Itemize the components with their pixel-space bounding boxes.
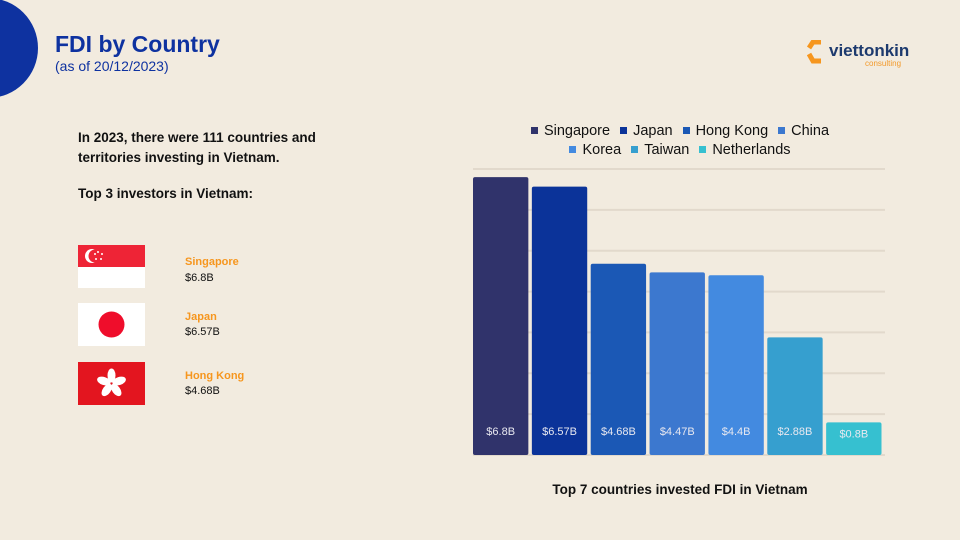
legend-label: Japan xyxy=(633,123,673,139)
legend-label: Singapore xyxy=(543,123,611,139)
top3-heading: Top 3 investors in Vietnam: xyxy=(78,186,254,201)
logo-hexagon-icon xyxy=(807,40,821,64)
data-label: $4.4B xyxy=(722,426,751,438)
legend-swatch xyxy=(682,127,690,134)
legend-label: Hong Kong xyxy=(695,123,769,139)
page-title: FDI by Country xyxy=(55,31,220,57)
data-label: $6.57B xyxy=(542,426,577,438)
logo-tagline: consulting xyxy=(865,59,902,68)
legend-item: Korea xyxy=(569,141,621,160)
legend-item: Netherlands xyxy=(699,141,791,160)
chart-legend: Singapore Japan Hong Kong China Korea Taiwan N… xyxy=(470,122,890,160)
bar-japan xyxy=(531,186,588,455)
singapore-flag xyxy=(78,245,145,288)
legend-label: China xyxy=(791,123,830,139)
legend-item: Singapore xyxy=(530,122,611,141)
data-label: $2.88B xyxy=(778,426,813,438)
top-investor-value: $4.68B xyxy=(185,385,220,397)
top-investor-value: $6.8B xyxy=(185,272,214,284)
legend-item: China xyxy=(778,122,829,141)
legend-swatch xyxy=(620,127,628,134)
legend-swatch xyxy=(530,127,538,134)
chart-title: Top 7 countries invested FDI in Vietnam xyxy=(552,482,808,497)
legend-label: Taiwan xyxy=(644,142,690,158)
bar-netherlands xyxy=(826,422,882,455)
top-investor-value: $6.57B xyxy=(185,326,220,338)
legend-swatch xyxy=(699,146,707,153)
legend-swatch xyxy=(631,146,639,153)
legend-item: Japan xyxy=(620,122,673,141)
japan-flag xyxy=(78,303,145,346)
top-investor-name: Japan xyxy=(185,311,217,323)
legend-item: Hong Kong xyxy=(682,122,769,141)
data-label: $6.8B xyxy=(486,426,515,438)
legend-swatch xyxy=(778,127,786,134)
bar-taiwan xyxy=(767,337,823,455)
logo-name: viettonkin xyxy=(829,41,910,60)
data-label: $4.68B xyxy=(601,426,636,438)
bar-singapore xyxy=(473,177,529,455)
legend-label: Netherlands xyxy=(712,142,791,158)
legend-swatch xyxy=(569,146,577,153)
page-subtitle: (as of 20/12/2023) xyxy=(55,58,169,74)
bar-hong-kong xyxy=(590,263,647,455)
top-investor-name: Singapore xyxy=(185,256,239,268)
legend-item: Taiwan xyxy=(631,141,689,160)
bar-korea xyxy=(708,275,764,455)
top-investor-name: Hong Kong xyxy=(185,370,245,382)
intro-text: In 2023, there were 111 countries and te… xyxy=(78,130,316,165)
data-label: $4.47B xyxy=(660,426,695,438)
bar-china xyxy=(649,272,705,455)
hong-kong-flag xyxy=(78,362,145,405)
legend-label: Korea xyxy=(582,142,622,158)
data-label: $0.8B xyxy=(839,428,868,440)
